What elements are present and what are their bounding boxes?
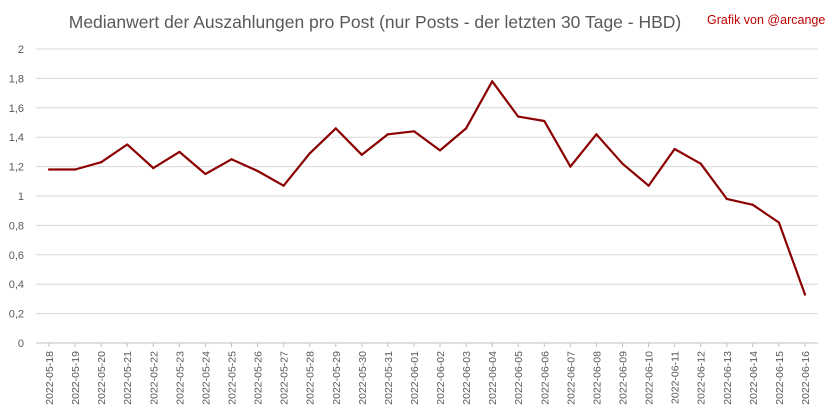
data-point bbox=[386, 133, 389, 136]
series-layer bbox=[47, 80, 807, 296]
data-point bbox=[517, 115, 520, 118]
x-tick-label: 2022-06-16 bbox=[800, 351, 812, 405]
data-point bbox=[751, 203, 754, 206]
x-tick-label: 2022-05-21 bbox=[122, 351, 134, 405]
x-tick-label: 2022-05-23 bbox=[174, 351, 186, 405]
y-tick-label: 0 bbox=[18, 338, 24, 350]
data-point bbox=[699, 162, 702, 165]
data-point bbox=[256, 169, 259, 173]
data-point bbox=[777, 221, 781, 224]
x-tick-label: 2022-06-08 bbox=[591, 351, 603, 405]
data-point bbox=[360, 153, 363, 156]
x-tick-label: 2022-06-15 bbox=[774, 351, 786, 405]
x-tick-label: 2022-06-10 bbox=[644, 351, 656, 405]
x-tick-label: 2022-06-11 bbox=[670, 351, 682, 404]
y-axis-ticks: 0 0,2 0,4 0,6 0,8 1 1,2 1,4 1,6 1,8 2 bbox=[9, 44, 24, 350]
gridlines bbox=[36, 48, 818, 344]
data-point bbox=[438, 149, 442, 152]
y-tick-label: 1,2 bbox=[9, 162, 24, 174]
y-tick-label: 1,8 bbox=[9, 73, 24, 85]
data-point bbox=[621, 162, 624, 165]
data-point bbox=[543, 119, 546, 123]
data-point bbox=[412, 130, 416, 133]
x-axis-ticks: 2022-05-18 2022-05-19 2022-05-20 2022-05-21… bbox=[44, 343, 812, 405]
y-tick-label: 0,8 bbox=[9, 220, 24, 232]
data-point bbox=[74, 168, 77, 171]
y-tick-label: 2 bbox=[18, 44, 24, 56]
y-tick-label: 1,4 bbox=[9, 132, 24, 144]
data-point bbox=[569, 165, 572, 168]
y-tick-label: 0,4 bbox=[9, 279, 24, 291]
data-point bbox=[595, 133, 598, 136]
data-point bbox=[725, 197, 728, 201]
data-point bbox=[204, 172, 207, 176]
data-point bbox=[647, 184, 650, 187]
y-tick-label: 1,6 bbox=[9, 103, 24, 115]
x-tick-label: 2022-06-14 bbox=[748, 351, 760, 405]
data-point bbox=[491, 80, 494, 83]
credit-label: Grafik von @arcange bbox=[707, 13, 825, 27]
chart-title: Medianwert der Auszahlungen pro Post (nu… bbox=[69, 12, 682, 32]
data-point bbox=[152, 166, 155, 170]
x-tick-label: 2022-05-28 bbox=[305, 351, 317, 405]
x-tick-label: 2022-06-03 bbox=[461, 351, 473, 405]
data-point bbox=[47, 168, 51, 171]
x-tick-label: 2022-05-18 bbox=[44, 351, 56, 405]
x-tick-label: 2022-05-26 bbox=[253, 351, 265, 405]
data-point bbox=[178, 150, 181, 153]
x-tick-label: 2022-05-31 bbox=[383, 351, 395, 405]
x-tick-label: 2022-06-05 bbox=[513, 351, 525, 405]
y-tick-label: 1 bbox=[18, 191, 24, 203]
x-tick-label: 2022-06-04 bbox=[487, 351, 499, 405]
x-tick-label: 2022-05-19 bbox=[70, 351, 82, 405]
series-line bbox=[47, 80, 807, 296]
x-tick-label: 2022-05-20 bbox=[96, 351, 108, 405]
y-tick-label: 0,6 bbox=[9, 250, 24, 262]
data-point bbox=[100, 161, 103, 164]
x-tick-label: 2022-05-22 bbox=[148, 351, 160, 405]
x-tick-label: 2022-06-12 bbox=[696, 351, 708, 405]
x-tick-label: 2022-06-06 bbox=[539, 351, 551, 405]
x-tick-label: 2022-05-30 bbox=[357, 351, 369, 405]
data-point bbox=[334, 127, 337, 130]
x-tick-label: 2022-06-01 bbox=[409, 351, 421, 405]
x-tick-label: 2022-05-24 bbox=[200, 351, 212, 405]
x-tick-label: 2022-05-29 bbox=[331, 351, 343, 405]
data-point bbox=[465, 127, 468, 130]
y-tick-label: 0,2 bbox=[9, 309, 24, 321]
x-tick-label: 2022-05-27 bbox=[279, 351, 291, 405]
data-point bbox=[803, 293, 807, 296]
x-tick-label: 2022-06-07 bbox=[565, 351, 577, 405]
data-point bbox=[282, 184, 285, 187]
x-tick-label: 2022-06-09 bbox=[618, 351, 630, 405]
x-tick-label: 2022-05-25 bbox=[227, 351, 239, 405]
data-point bbox=[230, 158, 233, 161]
data-point bbox=[673, 147, 676, 151]
x-tick-label: 2022-06-02 bbox=[435, 351, 447, 405]
data-point bbox=[126, 143, 129, 146]
x-tick-label: 2022-06-13 bbox=[722, 351, 734, 405]
data-point bbox=[308, 152, 311, 155]
